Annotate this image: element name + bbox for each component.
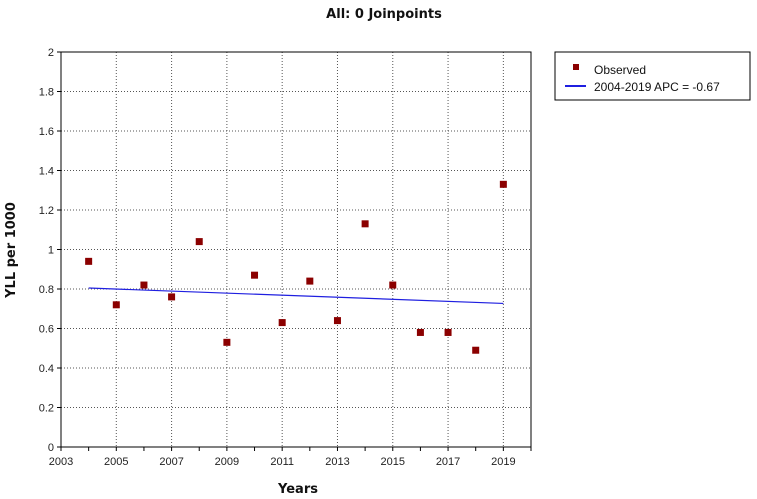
y-tick-label: 2	[48, 47, 54, 59]
x-tick-label: 2015	[381, 456, 405, 468]
x-tick-label: 2005	[104, 456, 128, 468]
y-tick-label: 0.6	[39, 324, 54, 336]
y-tick-label: 0.4	[39, 363, 54, 375]
apc-trend-line	[88, 287, 504, 305]
x-axis: 2003 2005 2007 2009 2011 2013 2015 2017 2019	[49, 447, 532, 468]
y-axis-title: YLL per 1000	[4, 202, 19, 299]
legend-marker-observed	[573, 64, 579, 70]
x-tick-label: 2009	[215, 456, 239, 468]
observed-point	[251, 271, 259, 279]
y-tick-label: 1	[48, 245, 54, 257]
observed-point	[112, 301, 120, 309]
observed-point	[389, 281, 397, 289]
y-axis: 0 0.2 0.4 0.6 0.8 1 1.2 1.4 1.6 1.8 2	[39, 47, 61, 454]
y-tick-label: 1.8	[39, 87, 54, 99]
x-tick-label: 2011	[270, 456, 294, 468]
observed-point	[499, 180, 507, 188]
observed-point	[472, 346, 480, 354]
legend: Observed 2004-2019 APC = -0.67	[554, 51, 751, 101]
observed-point	[306, 277, 314, 285]
observed-point	[278, 319, 286, 327]
observed-point	[168, 293, 176, 301]
y-tick-label: 0.2	[39, 403, 54, 415]
series-layer	[85, 180, 507, 354]
legend-label-observed: Observed	[594, 63, 646, 77]
x-tick-label: 2017	[436, 456, 460, 468]
observed-point	[195, 238, 203, 246]
x-tick-label: 2013	[325, 456, 349, 468]
legend-label-apc: 2004-2019 APC = -0.67	[594, 80, 720, 94]
observed-point	[85, 257, 93, 265]
observed-point	[444, 328, 452, 336]
y-tick-label: 0	[48, 442, 54, 454]
x-axis-title: Years	[277, 482, 318, 497]
legend-box	[554, 51, 751, 101]
observed-point	[361, 220, 369, 228]
chart-title: All: 0 Joinpoints	[326, 7, 442, 22]
observed-point	[140, 281, 148, 289]
x-tick-label: 2019	[491, 456, 515, 468]
y-tick-label: 1.6	[39, 126, 54, 138]
y-tick-label: 0.8	[39, 284, 54, 296]
grid-lines	[61, 52, 531, 447]
x-tick-label: 2007	[159, 456, 183, 468]
y-tick-label: 1.2	[39, 205, 54, 217]
y-tick-label: 1.4	[39, 166, 54, 178]
observed-point	[223, 338, 231, 346]
observed-point	[333, 317, 341, 325]
x-tick-label: 2003	[49, 456, 73, 468]
observed-point	[416, 328, 424, 336]
